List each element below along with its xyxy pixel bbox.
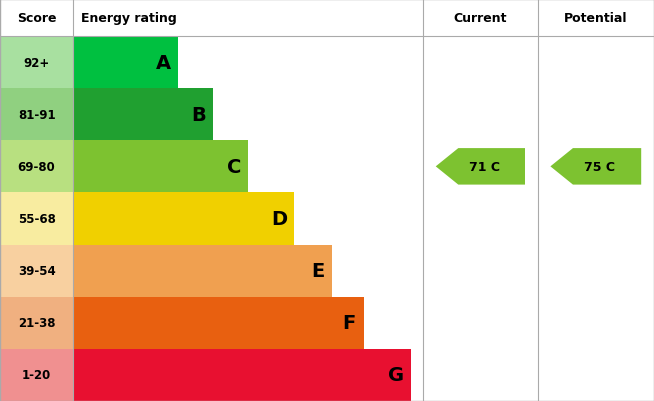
Bar	[0, 349, 73, 401]
Bar	[0, 297, 73, 349]
Text: C: C	[227, 158, 241, 176]
Text: B: B	[192, 105, 206, 124]
Bar	[73, 349, 411, 401]
Text: Current: Current	[454, 12, 507, 25]
Text: 21-38: 21-38	[18, 316, 56, 330]
Text: 81-91: 81-91	[18, 108, 56, 122]
Text: F: F	[343, 314, 356, 332]
Text: 1-20: 1-20	[22, 369, 51, 381]
Text: Potential: Potential	[564, 12, 628, 25]
Bar	[0, 193, 73, 245]
Bar	[73, 37, 179, 89]
Polygon shape	[436, 149, 525, 185]
Polygon shape	[551, 149, 641, 185]
Text: Energy rating: Energy rating	[81, 12, 177, 25]
Bar	[73, 297, 364, 349]
Text: 71 C: 71 C	[469, 160, 500, 173]
Bar	[0, 245, 73, 297]
Bar	[73, 245, 332, 297]
Bar	[0, 37, 73, 89]
Text: 39-54: 39-54	[18, 265, 56, 277]
Bar	[0, 89, 73, 141]
Bar	[73, 141, 249, 193]
Text: 92+: 92+	[24, 57, 50, 69]
Text: 75 C: 75 C	[585, 160, 615, 173]
Text: 69-80: 69-80	[18, 160, 56, 173]
Text: A: A	[156, 53, 171, 72]
Text: 55-68: 55-68	[18, 213, 56, 225]
Bar	[73, 193, 294, 245]
Text: G: G	[388, 366, 405, 385]
Text: D: D	[271, 209, 287, 229]
Bar	[0, 141, 73, 193]
Text: E: E	[311, 261, 324, 280]
Text: Score: Score	[17, 12, 56, 25]
Bar	[73, 89, 213, 141]
